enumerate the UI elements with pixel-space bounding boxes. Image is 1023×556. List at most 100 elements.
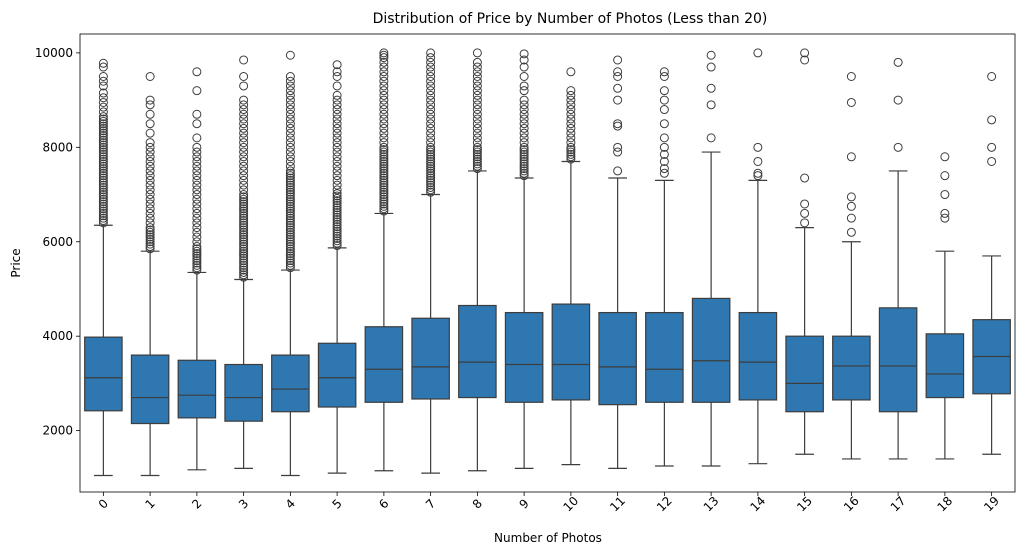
outlier-point — [145, 237, 155, 247]
outlier-point — [98, 138, 108, 148]
outlier-point — [192, 253, 202, 263]
outlier-point — [332, 226, 342, 236]
outlier-point — [426, 142, 436, 152]
outlier-point — [285, 234, 295, 244]
outlier-point — [239, 192, 249, 202]
outlier-point — [285, 178, 295, 188]
outlier-point — [379, 187, 389, 197]
outlier-point — [285, 253, 295, 263]
box-iqr — [224, 363, 263, 422]
outlier-point — [987, 71, 997, 81]
outlier-point — [566, 149, 576, 159]
outlier-point — [145, 95, 155, 105]
outlier-point — [239, 227, 249, 237]
outlier-point — [145, 208, 155, 218]
outlier-point — [800, 48, 810, 58]
outlier-point — [285, 182, 295, 192]
outlier-point — [519, 49, 529, 59]
box-group-0 — [84, 58, 123, 477]
box-group-1 — [130, 71, 170, 477]
outlier-point — [98, 112, 108, 122]
outlier-point — [285, 175, 295, 185]
outlier-point — [379, 119, 389, 129]
outlier-point — [332, 229, 342, 239]
outlier-point — [192, 142, 202, 152]
outlier-point — [239, 123, 249, 133]
box-group-13 — [691, 50, 731, 467]
outlier-point — [192, 171, 202, 181]
outlier-point — [98, 166, 108, 176]
outlier-point — [332, 152, 342, 162]
outlier-point — [239, 208, 249, 218]
outlier-point — [613, 119, 623, 129]
outlier-point — [98, 88, 108, 98]
outlier-point — [192, 119, 202, 129]
outlier-point — [332, 217, 342, 227]
box-iqr — [177, 359, 217, 419]
outlier-point — [753, 48, 763, 58]
outlier-point — [239, 114, 249, 124]
outlier-point — [379, 182, 389, 192]
outlier-point — [613, 71, 623, 81]
outlier-point — [192, 152, 202, 162]
outlier-point — [285, 138, 295, 148]
outlier-point — [239, 239, 249, 249]
outlier-point — [519, 114, 529, 124]
outlier-point — [98, 123, 108, 133]
x-tick-label: 15 — [794, 494, 815, 515]
outlier-point — [426, 147, 436, 157]
outlier-point — [285, 230, 295, 240]
x-axis-label: Number of Photos — [494, 531, 602, 545]
outlier-point — [332, 231, 342, 241]
y-tick-label: 4000 — [42, 329, 73, 343]
outlier-point — [379, 67, 389, 77]
outlier-point — [145, 185, 155, 195]
outlier-point — [332, 212, 342, 222]
outlier-point — [285, 227, 295, 237]
outlier-point — [239, 185, 249, 195]
outlier-point — [706, 83, 716, 93]
outlier-point — [145, 225, 155, 235]
outlier-point — [426, 182, 436, 192]
outlier-point — [239, 81, 249, 91]
outlier-point — [332, 198, 342, 208]
outlier-point — [379, 100, 389, 110]
chart-title: Distribution of Price by Number of Photo… — [373, 11, 768, 27]
outlier-point — [192, 246, 202, 256]
outlier-point — [239, 244, 249, 254]
box-group-12 — [645, 67, 684, 467]
outlier-point — [846, 152, 856, 162]
outlier-point — [192, 161, 202, 171]
outlier-point — [426, 173, 436, 183]
outlier-point — [98, 58, 108, 68]
outlier-point — [145, 194, 155, 204]
outlier-point — [613, 166, 623, 176]
outlier-point — [379, 71, 389, 81]
outlier-point — [239, 241, 249, 251]
outlier-point — [145, 109, 155, 119]
outlier-point — [239, 265, 249, 275]
outlier-point — [379, 164, 389, 174]
outlier-point — [239, 256, 249, 266]
y-tick-label: 2000 — [42, 424, 73, 438]
outlier-point — [332, 71, 342, 81]
outlier-point — [472, 161, 482, 171]
outlier-point — [659, 86, 669, 96]
outlier-point — [379, 123, 389, 133]
outlier-point — [145, 204, 155, 214]
outlier-point — [800, 218, 810, 228]
outlier-point — [566, 133, 576, 143]
outlier-point — [613, 142, 623, 152]
outlier-point — [285, 256, 295, 266]
outlier-point — [98, 114, 108, 124]
outlier-point — [98, 208, 108, 218]
outlier-point — [239, 147, 249, 157]
outlier-point — [239, 204, 249, 214]
outlier-point — [566, 90, 576, 100]
outlier-point — [192, 199, 202, 209]
outlier-point — [332, 185, 342, 195]
outlier-point — [98, 156, 108, 166]
x-tick-label: 3 — [236, 496, 251, 511]
outlier-point — [332, 105, 342, 115]
